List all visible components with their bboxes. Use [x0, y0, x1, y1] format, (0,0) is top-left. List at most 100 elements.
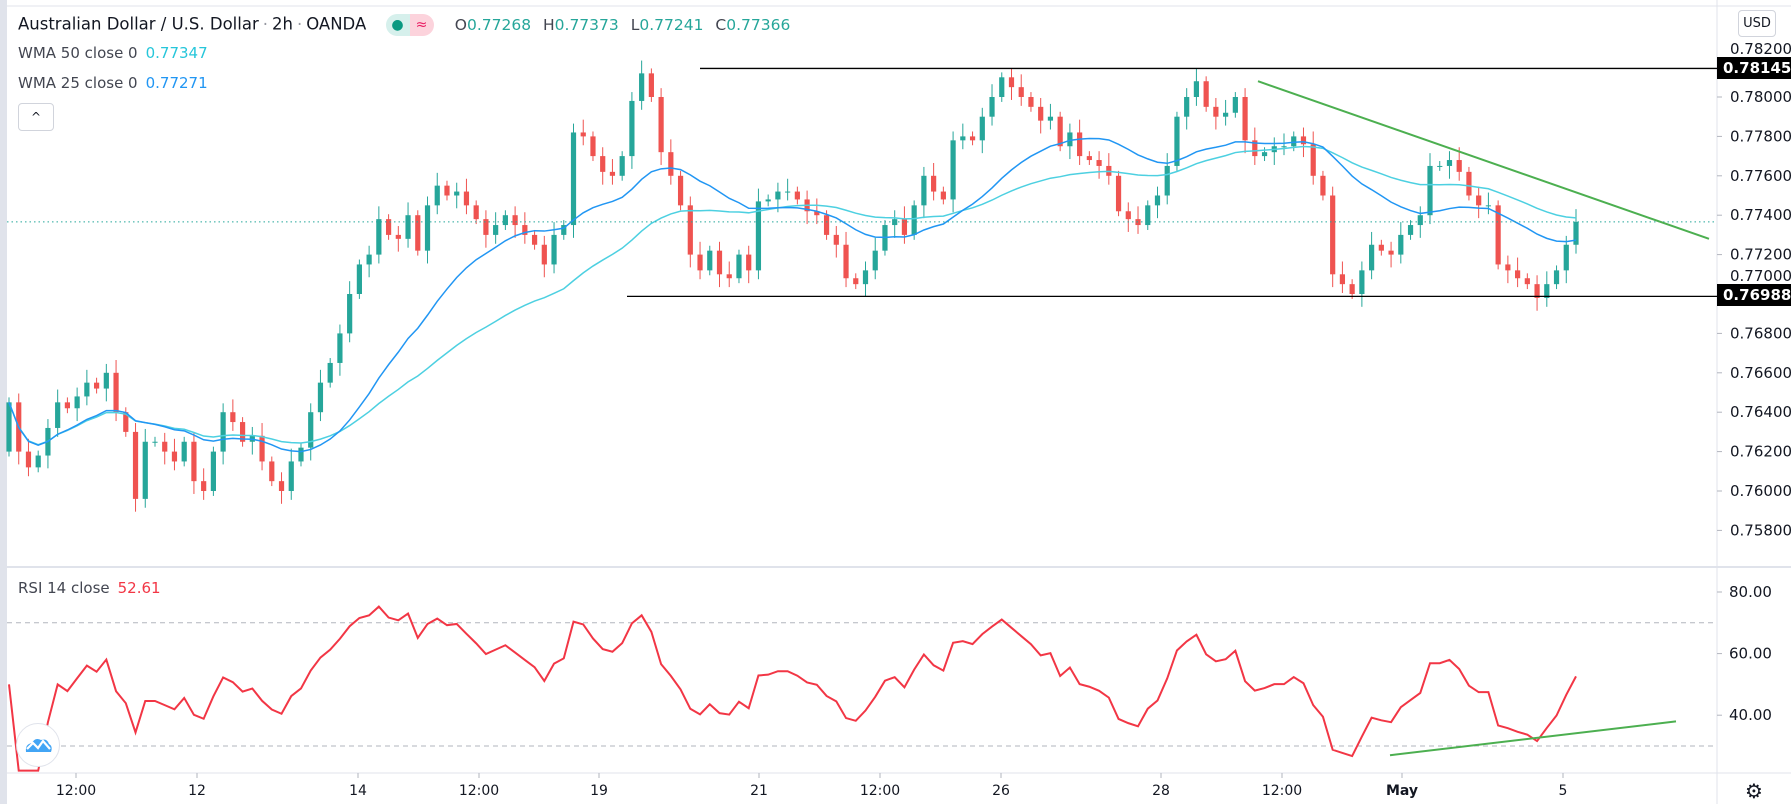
candle-body [298, 447, 304, 462]
candle [862, 261, 869, 297]
tradingview-logo[interactable] [16, 723, 60, 767]
candle [1320, 170, 1326, 201]
candle-body [1281, 146, 1287, 148]
collapse-legend-button[interactable]: ^ [18, 103, 54, 131]
candle [1232, 92, 1238, 118]
rsi-label: RSI 14 close [18, 579, 110, 597]
candle [1427, 153, 1433, 225]
rsi-legend[interactable]: RSI 14 close 52.61 [18, 579, 161, 597]
candle-body [230, 412, 236, 423]
candle [1106, 153, 1112, 185]
candle-body [716, 250, 723, 275]
candle [1437, 161, 1443, 171]
candle [376, 206, 382, 264]
candle-body [775, 191, 781, 200]
candle-body [366, 254, 372, 265]
candle [288, 448, 294, 500]
candle-body [551, 234, 557, 265]
candle [25, 438, 32, 477]
candle-body [259, 435, 265, 462]
candle [1563, 235, 1569, 284]
currency-button[interactable]: USD [1738, 10, 1776, 37]
candle [269, 456, 275, 487]
candle-body [619, 156, 625, 176]
candle [668, 139, 674, 185]
wma50-legend[interactable]: WMA 50 close 0 0.77347 [18, 44, 208, 62]
price-tick-label: 0.76400 [1730, 403, 1791, 421]
candle-body [1437, 165, 1443, 167]
wma50-label: WMA 50 close 0 [18, 44, 138, 62]
candle [1135, 206, 1141, 234]
candle-body [1115, 175, 1122, 212]
candle-body [1174, 116, 1180, 166]
candle [366, 245, 372, 278]
candle [1252, 127, 1258, 165]
candle-body [337, 333, 343, 363]
candle [1553, 265, 1560, 290]
candle [1193, 68, 1200, 106]
candle-body [113, 372, 119, 413]
candle-body [317, 382, 324, 413]
cloud-logo-icon [25, 739, 52, 752]
candle [1359, 261, 1365, 307]
candle [892, 210, 898, 238]
candle-body [123, 412, 129, 432]
candle-body [999, 77, 1005, 97]
candle [1174, 111, 1180, 171]
candle [697, 241, 703, 280]
candle [55, 389, 61, 437]
candle-body [843, 244, 849, 279]
candle [619, 151, 625, 181]
rsi-tick-label: 80.00 [1729, 583, 1772, 601]
candle [726, 261, 732, 288]
candle-body [1125, 211, 1131, 220]
candle-body [132, 431, 139, 499]
price-tick-label: 0.77000 [1730, 267, 1791, 285]
gear-icon[interactable]: ⚙ [1745, 779, 1763, 803]
price-tick-label: 0.76600 [1730, 364, 1791, 382]
candle-body [1446, 160, 1453, 166]
candle [1388, 241, 1394, 268]
candle-body [736, 254, 742, 279]
candle [541, 235, 547, 278]
candle [804, 190, 810, 225]
separator: · [262, 14, 268, 34]
wma25-line [8, 137, 1577, 453]
interval[interactable]: 2h [272, 14, 293, 34]
candle [1476, 186, 1482, 219]
candle [1096, 151, 1102, 179]
candle-body [1038, 106, 1044, 121]
candle [1456, 147, 1462, 181]
wma25-legend[interactable]: WMA 25 close 0 0.77271 [18, 74, 208, 92]
market-status-badge[interactable]: ● ≈ [385, 14, 434, 36]
market-open-dot-icon: ● [385, 14, 410, 36]
candle-body [434, 185, 440, 206]
candle [1213, 97, 1219, 130]
candle [1398, 222, 1404, 264]
candle [1330, 186, 1336, 288]
price-tick-label: 0.77600 [1730, 167, 1791, 185]
support-price-label: 0.76988 [1717, 284, 1791, 306]
candle-body [278, 481, 285, 491]
candle [833, 226, 839, 258]
candle-body [1047, 116, 1054, 121]
candle [1349, 279, 1355, 299]
low-label: L [630, 15, 640, 34]
candle-body [201, 481, 207, 491]
candle [298, 442, 304, 467]
approx-data-icon: ≈ [409, 14, 434, 36]
candle-body [239, 422, 246, 442]
candle [1281, 133, 1287, 156]
candle [1008, 68, 1015, 100]
candle-body [181, 441, 187, 462]
high-label: H [543, 15, 555, 34]
candle [162, 432, 168, 465]
candle-body [1388, 250, 1394, 255]
time-tick-label: 28 [1152, 783, 1170, 799]
candle-body [347, 294, 353, 334]
candle-body [327, 362, 333, 383]
candle [969, 131, 976, 146]
wma50-value: 0.77347 [145, 44, 208, 62]
candle-body [677, 175, 684, 206]
